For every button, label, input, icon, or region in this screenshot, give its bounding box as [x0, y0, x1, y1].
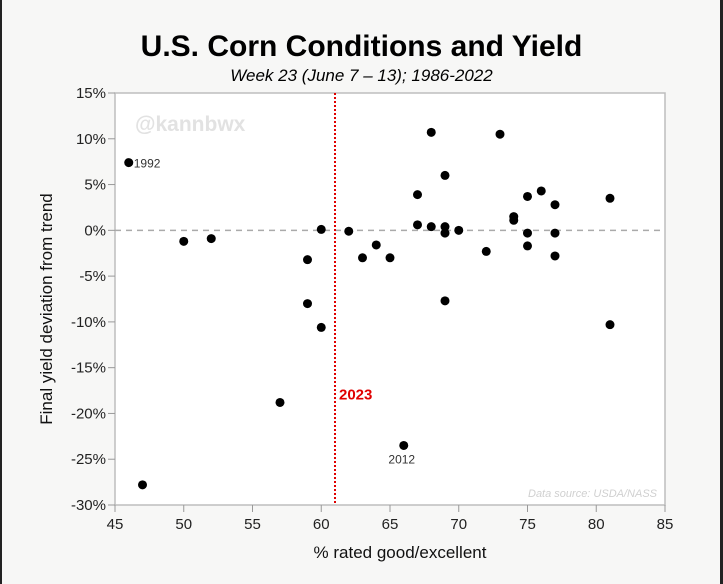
data-point [481, 246, 491, 256]
y-tick-label: 5% [84, 177, 106, 194]
y-axis: 15% 10% 5% 0% -5% -10% -15% -20% -25% -30% [71, 85, 115, 514]
data-point [399, 440, 409, 450]
y-tick-label: -25% [71, 451, 106, 468]
data-point [523, 191, 532, 201]
watermark: @kannbwx [135, 113, 246, 136]
data-point [385, 253, 395, 263]
data-point [303, 255, 312, 265]
data-point [509, 215, 519, 225]
y-tick-label: 15% [76, 85, 106, 102]
y-tick-label: -5% [79, 268, 106, 285]
data-point [316, 224, 326, 234]
marker-label-2023: 2023 [339, 387, 372, 404]
y-tick-label: -15% [71, 360, 106, 377]
data-point [316, 322, 326, 332]
data-point [550, 251, 560, 261]
plot-area [114, 92, 666, 506]
data-point [495, 129, 505, 139]
x-tick-label: 65 [382, 516, 399, 533]
data-point [371, 240, 381, 250]
x-tick-label: 70 [450, 516, 467, 533]
data-point [413, 190, 422, 200]
data-point [358, 253, 367, 263]
x-tick-label: 50 [175, 516, 192, 533]
data-point [440, 222, 450, 232]
window-border-right [720, 0, 723, 584]
data-point [138, 480, 147, 490]
y-axis-title: Final yield deviation from trend [37, 193, 56, 425]
data-point [275, 397, 285, 407]
y-tick-label: -20% [71, 405, 106, 422]
data-point [454, 225, 464, 235]
data-point [550, 200, 560, 210]
data-point [413, 220, 422, 230]
x-tick-label: 55 [244, 516, 261, 533]
x-tick-label: 85 [657, 516, 674, 533]
data-point [344, 226, 354, 236]
data-point [206, 234, 216, 244]
window-border-left [0, 0, 2, 584]
data-point [523, 228, 532, 238]
data-point [440, 228, 450, 238]
x-axis: 45 50 55 60 65 70 75 80 85 [107, 505, 674, 533]
x-tick-label: 60 [313, 516, 330, 533]
y-tick-label: 0% [84, 222, 106, 239]
data-point [605, 320, 615, 330]
chart-subtitle: Week 23 (June 7 – 13); 1986-2022 [230, 66, 493, 85]
y-tick-label: -30% [71, 497, 106, 514]
data-point [426, 222, 436, 232]
data-point [440, 170, 450, 180]
data-point [179, 236, 189, 246]
data-point [426, 127, 436, 137]
data-point [440, 296, 450, 306]
data-point [303, 299, 312, 309]
x-axis-title: % rated good/excellent [314, 543, 487, 562]
x-tick-label: 75 [519, 516, 536, 533]
data-points: 1992 2012 [124, 127, 615, 490]
x-tick-label: 80 [588, 516, 605, 533]
chart-title: U.S. Corn Conditions and Yield [140, 30, 583, 63]
data-point [605, 193, 615, 203]
data-point [124, 158, 134, 168]
data-point [536, 186, 546, 196]
y-tick-label: 10% [76, 131, 106, 148]
data-point [550, 228, 560, 238]
source-note: Data source: USDA/NASS [528, 488, 658, 500]
y-tick-label: -10% [71, 314, 106, 331]
point-label-2012: 2012 [388, 452, 415, 466]
point-label-1992: 1992 [134, 157, 161, 171]
x-tick-label: 45 [107, 516, 124, 533]
data-point [523, 241, 532, 251]
